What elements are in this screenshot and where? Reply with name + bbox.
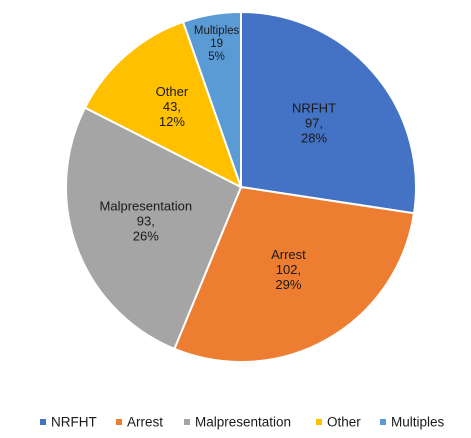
legend-label-malpresentation: Malpresentation	[195, 415, 291, 430]
legend-swatch-multiples	[380, 419, 386, 425]
pie-slice-arrest	[173, 185, 416, 363]
data-label-multiples: Multiples 19 5%	[194, 25, 240, 63]
legend-label-multiples: Multiples	[391, 415, 445, 430]
pie-slices	[65, 10, 417, 363]
legend-item-arrest: Arrest	[116, 415, 163, 430]
pie-slice-nrfht	[240, 10, 417, 215]
legend-item-malpresentation: Malpresentation	[184, 415, 291, 430]
data-label-arrest: Arrest 102, 29%	[271, 247, 306, 292]
legend-swatch-malpresentation	[184, 419, 190, 425]
legend-item-other: Other	[316, 415, 361, 430]
pie-slice-multiples	[181, 10, 242, 188]
legend-label-arrest: Arrest	[127, 415, 163, 430]
legend-swatch-other	[316, 419, 322, 425]
data-label-nrfht: NRFHT 97, 28%	[292, 101, 336, 146]
legend-swatch-nrfht	[40, 419, 46, 425]
data-label-other: Other 43, 12%	[156, 84, 189, 129]
legend-label-nrfht: NRFHT	[51, 415, 97, 430]
pie-slice-other	[83, 20, 243, 190]
pie-slice-malpresentation	[65, 106, 243, 351]
legend-label-other: Other	[327, 415, 361, 430]
data-label-malpresentation: Malpresentation 93, 26%	[100, 199, 193, 244]
data-labels: NRFHT 97, 28% Arrest 102, 29% Malpresentation 9…	[100, 25, 337, 292]
legend-item-nrfht: NRFHT	[40, 415, 97, 430]
legend: NRFHT Arrest Malpresentation Other Multiples	[40, 415, 445, 430]
legend-item-multiples: Multiples	[380, 415, 445, 430]
legend-swatch-arrest	[116, 419, 122, 425]
